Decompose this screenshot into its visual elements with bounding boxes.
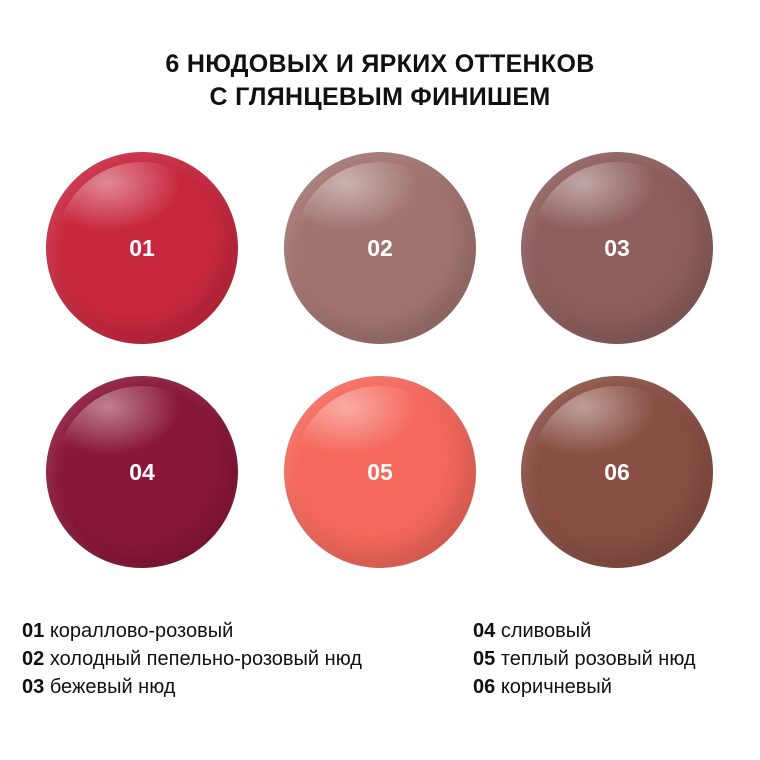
legend-number: 05 [473, 648, 496, 670]
legend-name: кораллово-розовый [49, 620, 234, 642]
legend-item: 03 бежевый нюд [22, 673, 362, 701]
legend-number: 03 [22, 676, 45, 698]
shade-swatch-03: 03 [521, 152, 713, 344]
legend-item: 05 теплый розовый нюд [473, 645, 696, 673]
headline-line-2: С ГЛЯНЦЕВЫМ ФИНИШЕМ [209, 83, 551, 111]
shade-swatch-01: 01 [46, 152, 238, 344]
legend-item: 01 кораллово-розовый [22, 617, 362, 645]
legend-name: холодный пепельно-розовый нюд [49, 648, 362, 670]
legend-item: 02 холодный пепельно-розовый нюд [22, 645, 362, 673]
shade-number: 05 [367, 458, 393, 485]
legend-name: сливовый [500, 620, 592, 642]
legend-number: 04 [473, 620, 496, 642]
legend-name: коричневый [500, 676, 612, 698]
shade-swatch-05: 05 [284, 376, 476, 568]
shade-number: 03 [604, 234, 630, 261]
legend-number: 06 [473, 676, 496, 698]
shade-number: 06 [604, 458, 630, 485]
legend-item: 04 сливовый [473, 617, 696, 645]
legend-item: 06 коричневый [473, 673, 696, 701]
legend-number: 01 [22, 620, 45, 642]
shade-number: 01 [129, 234, 155, 261]
shade-swatch-04: 04 [46, 376, 238, 568]
legend-number: 02 [22, 648, 45, 670]
legend-name: теплый розовый нюд [500, 648, 696, 670]
headline: 6 НЮДОВЫХ И ЯРКИХ ОТТЕНКОВ С ГЛЯНЦЕВЫМ Ф… [0, 48, 760, 114]
legend-left: 01 кораллово-розовый 02 холодный пепельн… [22, 617, 362, 701]
shade-swatch-06: 06 [521, 376, 713, 568]
shade-number: 02 [367, 234, 393, 261]
headline-line-1: 6 НЮДОВЫХ И ЯРКИХ ОТТЕНКОВ [165, 50, 595, 78]
legend-name: бежевый нюд [49, 676, 176, 698]
legend-right: 04 сливовый 05 теплый розовый нюд 06 кор… [473, 617, 696, 701]
shade-swatch-02: 02 [284, 152, 476, 344]
shade-number: 04 [129, 458, 155, 485]
